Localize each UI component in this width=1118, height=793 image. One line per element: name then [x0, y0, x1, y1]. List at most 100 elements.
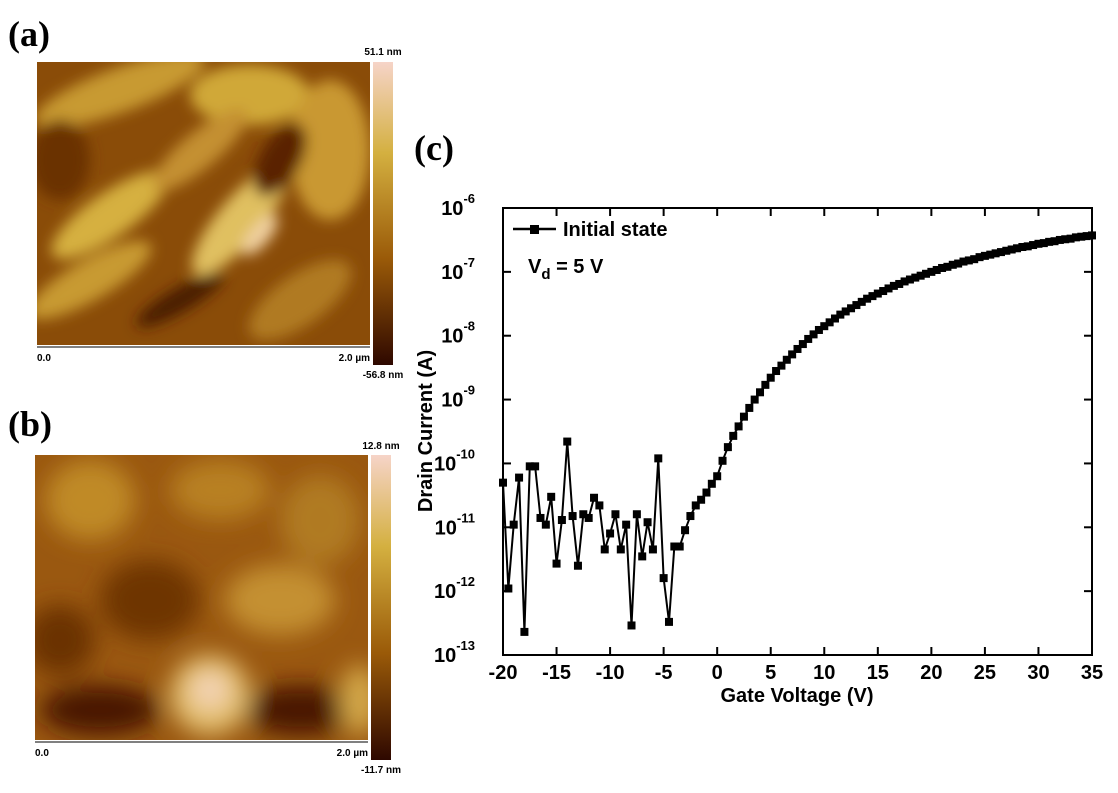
- y-tick-label: 10-11: [435, 510, 475, 539]
- scale-end: 2.0 µm: [339, 353, 370, 364]
- data-point: [750, 395, 759, 404]
- data-point: [1088, 231, 1096, 240]
- data-point: [847, 304, 856, 313]
- data-point: [1066, 234, 1075, 243]
- annotation-text: V: [528, 256, 542, 278]
- data-point: [959, 257, 968, 266]
- y-tick-exponent: -12: [456, 574, 475, 589]
- y-tick-exponent: -6: [463, 191, 475, 206]
- data-point: [531, 462, 540, 471]
- y-tick-label: 10-7: [441, 255, 475, 284]
- x-tick-label: 0: [712, 662, 723, 684]
- data-point: [814, 325, 823, 334]
- data-point: [895, 279, 904, 288]
- y-tick-base: 10: [434, 581, 456, 603]
- data-point: [841, 307, 850, 316]
- data-point: [499, 478, 507, 487]
- data-point: [1002, 246, 1011, 255]
- data-point: [879, 287, 888, 296]
- data-point: [954, 259, 963, 268]
- y-tick-base: 10: [434, 645, 456, 667]
- data-point: [664, 617, 673, 626]
- annotation: Vd = 5 V: [528, 256, 604, 283]
- data-point: [745, 403, 754, 412]
- x-tick-label: -10: [596, 662, 625, 684]
- data-point: [836, 310, 845, 319]
- data-point: [772, 367, 781, 376]
- data-point: [970, 255, 979, 264]
- data-point: [1061, 235, 1070, 244]
- data-point: [809, 330, 818, 339]
- data-point: [1029, 241, 1038, 250]
- data-point: [563, 437, 572, 446]
- data-point: [820, 322, 829, 331]
- data-point: [611, 510, 620, 519]
- x-tick-label: -20: [489, 662, 518, 684]
- data-point: [756, 388, 765, 397]
- y-tick-exponent: -11: [457, 510, 475, 525]
- data-point: [863, 294, 872, 303]
- y-axis-title: Drain Current (A): [415, 350, 437, 512]
- x-tick-label: 10: [813, 662, 835, 684]
- colorbar-max: 12.8 nm: [362, 441, 399, 452]
- data-point: [777, 361, 786, 370]
- data-point: [670, 542, 679, 551]
- legend-marker: [530, 225, 539, 234]
- data-point: [804, 334, 813, 343]
- data-point: [996, 248, 1005, 257]
- y-tick-exponent: -9: [463, 383, 475, 398]
- data-point: [1013, 244, 1022, 253]
- data-point: [681, 526, 690, 535]
- data-point: [595, 501, 604, 510]
- panel-label: (b): [8, 404, 52, 444]
- data-point: [852, 301, 861, 310]
- data-point: [573, 561, 582, 570]
- data-point: [1055, 235, 1064, 244]
- data-point: [761, 380, 770, 389]
- scale-start: 0.0: [35, 748, 49, 759]
- data-point: [911, 273, 920, 282]
- y-tick-label: 10-13: [434, 638, 475, 667]
- data-point: [707, 479, 716, 488]
- data-point: [922, 269, 931, 278]
- data-point: [916, 271, 925, 280]
- data-point: [1007, 245, 1016, 254]
- data-point: [638, 552, 647, 561]
- data-point: [606, 529, 615, 538]
- data-point: [900, 277, 909, 286]
- y-tick-base: 10: [441, 390, 463, 412]
- data-point: [868, 292, 877, 301]
- annotation-subscript: d: [541, 266, 550, 283]
- data-point: [1034, 239, 1043, 248]
- y-tick-label: 10-8: [441, 319, 475, 348]
- y-tick-exponent: -7: [463, 255, 475, 270]
- afm-image: [35, 455, 368, 740]
- data-point: [857, 297, 866, 306]
- x-tick-label: 25: [974, 662, 996, 684]
- y-tick-base: 10: [441, 198, 463, 220]
- y-tick-base: 10: [434, 453, 456, 475]
- data-point: [825, 318, 834, 327]
- data-point: [889, 281, 898, 290]
- data-point: [830, 314, 839, 323]
- data-point: [873, 289, 882, 298]
- data-point: [798, 340, 807, 349]
- panel-label: (c): [414, 128, 454, 168]
- data-point: [1050, 237, 1059, 246]
- data-point: [1039, 239, 1048, 248]
- data-point: [723, 443, 732, 452]
- afm-image: [37, 62, 370, 345]
- data-point: [557, 516, 566, 525]
- data-point: [739, 412, 748, 421]
- panel-label: (a): [8, 14, 50, 54]
- data-point: [702, 488, 711, 497]
- data-point: [584, 513, 593, 522]
- data-point: [766, 373, 775, 382]
- data-point: [927, 267, 936, 276]
- data-point: [504, 584, 513, 593]
- data-point: [536, 513, 545, 522]
- data-point: [616, 545, 625, 554]
- x-tick-label: 30: [1027, 662, 1049, 684]
- data-point: [905, 275, 914, 284]
- data-point: [713, 472, 722, 481]
